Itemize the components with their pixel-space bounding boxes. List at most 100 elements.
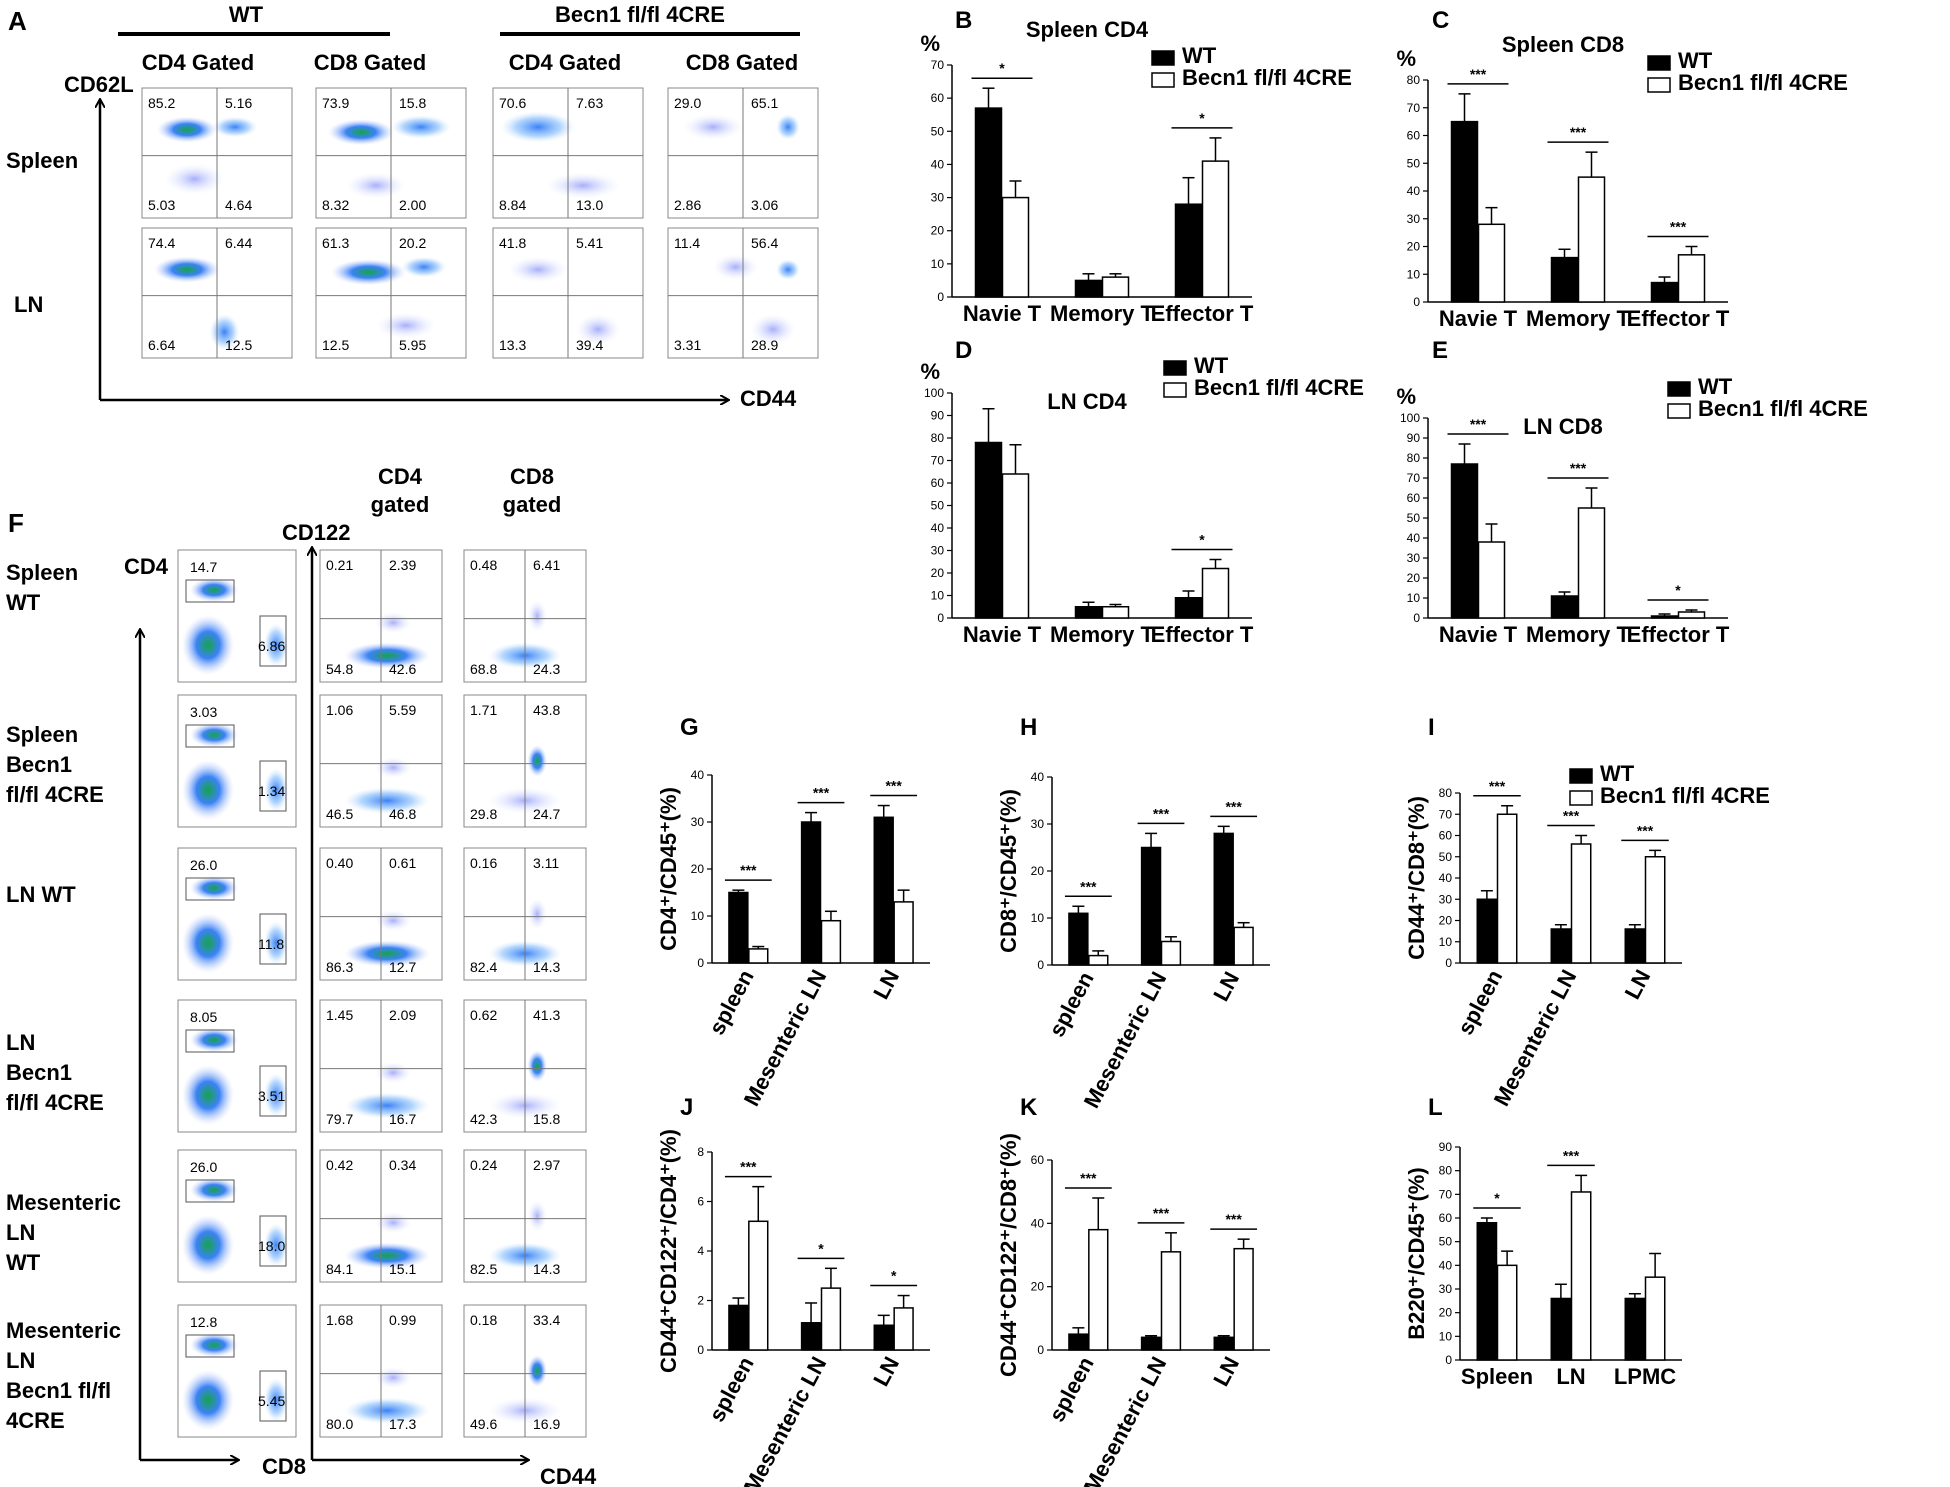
y-tick-label: 70 (1407, 471, 1421, 485)
density-cloud (344, 1092, 430, 1119)
y-tick-label: 8 (697, 1145, 704, 1159)
bar-wt-2 (1174, 597, 1203, 619)
quadrant-value-ur: 2.09 (389, 1007, 416, 1023)
quadrant-value-ul: 70.6 (499, 95, 526, 111)
quadrant-value-ur: 65.1 (751, 95, 778, 111)
density-cloud (545, 172, 621, 199)
quadrant-value-ur: 33.4 (533, 1312, 560, 1328)
bar-becn1-0 (1088, 1228, 1109, 1351)
col-header-cd4-gated-line2: gated (371, 492, 430, 517)
y-tick-label: 10 (691, 909, 705, 923)
bar-chart-c: C 0 10 20 30 40 50 60 70 80 Spleen CD8% *** Navie T *… (1396, 7, 1848, 331)
quadrant-value-lr: 16.7 (389, 1111, 416, 1127)
quadrant-value-ul: 0.16 (470, 855, 497, 871)
category-label: LN (1208, 968, 1244, 1006)
flow-plot-a-r2-c2: 61.3 20.2 12.5 5.95 (315, 227, 467, 359)
y-tick-label: 80 (1407, 73, 1421, 87)
density-cloud (328, 119, 394, 146)
bar-becn1-2 (1233, 926, 1254, 966)
category-label: LN (1556, 1364, 1585, 1389)
bar-becn1-0 (1001, 473, 1030, 619)
cd4-gate (185, 1179, 235, 1203)
y-tick-label: 60 (1439, 829, 1453, 843)
density-cloud (401, 256, 447, 278)
cd8-gate (259, 913, 287, 965)
significance-marker: *** (740, 1159, 757, 1175)
density-cloud (212, 116, 258, 138)
quadrant-value-ul: 74.4 (148, 235, 175, 251)
cd4-gate (185, 877, 235, 901)
col-header-cd4-gated: CD4 gated (371, 464, 430, 517)
y-tick-label: 70 (1439, 1187, 1453, 1201)
row-label-f-line: Becn1 fl/fl (6, 1378, 111, 1403)
bar-becn1-0 (1088, 954, 1109, 966)
quadrant-value-ur: 15.8 (399, 95, 426, 111)
quadrant-value-ul: 61.3 (322, 235, 349, 251)
quadrant-value-ul: 73.9 (322, 95, 349, 111)
significance-marker: *** (1153, 805, 1170, 821)
y-tick-label: 90 (1407, 431, 1421, 445)
category-label: Memory T (1050, 622, 1154, 647)
y-tick-label: 30 (931, 544, 945, 558)
row-label-f-line: Spleen (6, 560, 78, 585)
panel-letter-j: J (680, 1094, 693, 1121)
y-tick-label: 0 (1413, 295, 1420, 309)
category-label: spleen (704, 966, 759, 1039)
category-label: Navie T (1439, 306, 1518, 331)
legend-swatch-becn1 (1151, 72, 1175, 88)
y-tick-label: 80 (1439, 786, 1453, 800)
bar-chart-e: E 0 10 20 30 40 50 60 70 80 90 100 LN CD8% *** Navie T… (1396, 337, 1868, 647)
bar-becn1-2 (1677, 254, 1706, 303)
chart-title: LN CD8 (1523, 414, 1602, 439)
density-cloud (344, 642, 430, 669)
category-label: spleen (1044, 968, 1099, 1041)
bar-wt-2 (873, 816, 894, 964)
flow-plot-f-cd8gated-5: 0.24 2.97 82.5 14.3 (463, 1149, 587, 1283)
panel-letter-g: G (680, 714, 699, 741)
significance-marker: *** (1225, 1211, 1242, 1227)
bar-becn1-2 (1677, 611, 1706, 619)
x-axis-label-cd44: CD44 (740, 386, 797, 411)
density-cloud (190, 1178, 238, 1202)
bar-wt-2 (1624, 1297, 1646, 1361)
gate-value-cd8: 1.34 (258, 783, 285, 799)
bar-becn1-0 (1001, 196, 1030, 298)
flow-plot-f-cd4gated-6: 1.68 0.99 80.0 17.3 (319, 1304, 443, 1438)
significance-marker: *** (1080, 878, 1097, 894)
density-cloud (575, 313, 621, 345)
chart-title: LN CD4 (1047, 389, 1127, 414)
y-tick-label: 90 (1439, 1140, 1453, 1154)
flow-plot-f-cd4cd8-1: 14.7 6.86 (177, 549, 297, 683)
row-label-f-1: Spleen WT (6, 560, 78, 615)
category-label: spleen (704, 1353, 759, 1426)
quadrant-value-lr: 24.7 (533, 806, 560, 822)
quadrant-value-lr: 39.4 (576, 337, 603, 353)
bar-wt-1 (1074, 279, 1103, 298)
quadrant-value-ur: 7.63 (576, 95, 603, 111)
density-cloud (374, 1212, 412, 1234)
row-label-f-line: Becn1 (6, 752, 72, 777)
quadrant-value-ul: 0.42 (326, 1157, 353, 1173)
density-cloud (527, 1355, 547, 1387)
category-label: Effector T (1151, 301, 1254, 326)
quadrant-value-ll: 49.6 (470, 1416, 497, 1432)
y-tick-label: 0 (1413, 611, 1420, 625)
quadrant-value-lr: 4.64 (225, 197, 252, 213)
bar-becn1-0 (1477, 541, 1506, 619)
quadrant-value-ll: 84.1 (326, 1261, 353, 1277)
quadrant-value-ll: 54.8 (326, 661, 353, 677)
quadrant-value-ur: 0.34 (389, 1157, 416, 1173)
bar-wt-1 (1550, 928, 1572, 964)
bar-becn1-2 (1201, 160, 1230, 298)
y-tick-label: 6 (697, 1195, 704, 1209)
bar-becn1-2 (1644, 1276, 1666, 1361)
quadrant-value-ur: 5.16 (225, 95, 252, 111)
legend-swatch-wt (1667, 381, 1691, 397)
gate-value-cd8: 18.0 (258, 1238, 285, 1254)
cd4-gate (185, 579, 235, 603)
legend-swatch-becn1 (1667, 403, 1691, 419)
bar-becn1-1 (1160, 1251, 1182, 1351)
density-cloud (331, 259, 406, 286)
